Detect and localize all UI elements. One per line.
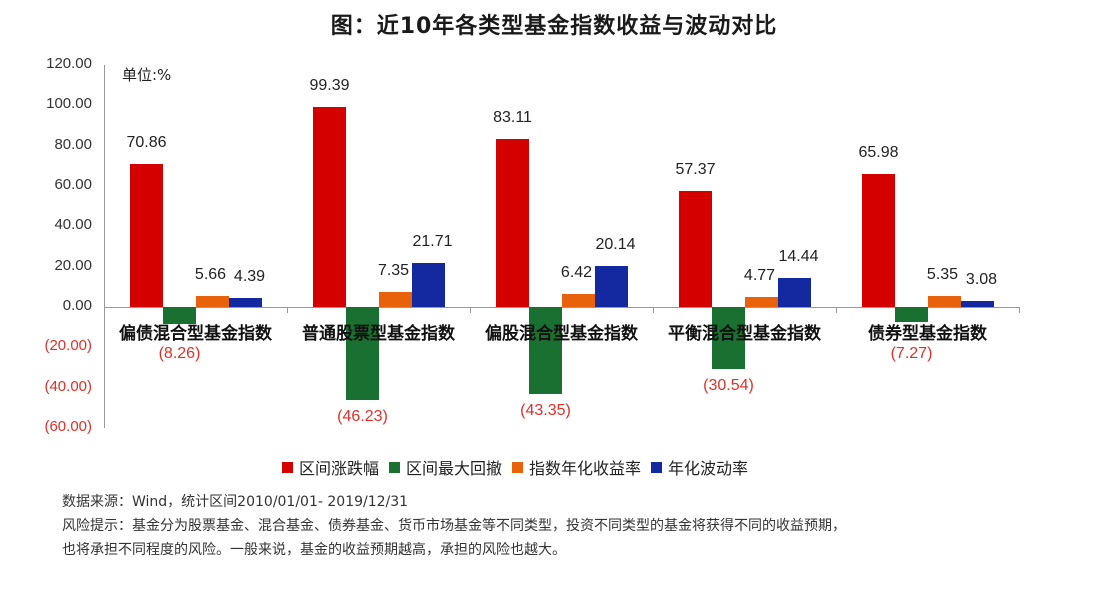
category-label: 平衡混合型基金指数	[668, 324, 821, 344]
bar-1-cat-3	[496, 139, 529, 307]
legend-item: 区间涨跌幅	[282, 455, 379, 479]
x-tick-mark	[1019, 307, 1020, 313]
bar-3-cat-4	[745, 297, 778, 307]
y-tick-label: 100.00	[46, 95, 92, 113]
data-label: (8.26)	[158, 345, 201, 362]
data-label: 5.35	[926, 266, 959, 284]
legend-swatch-icon	[282, 461, 293, 473]
legend-swatch-icon	[389, 461, 401, 473]
y-tick-label: (60.00)	[44, 418, 92, 435]
y-tick-label: 20.00	[54, 256, 92, 274]
legend-swatch-icon	[512, 461, 524, 473]
bar-3-cat-1	[196, 295, 229, 307]
category-label: 偏债混合型基金指数	[119, 324, 272, 344]
bar-2-cat-4	[712, 307, 745, 369]
data-source-note: 数据来源：Wind，统计区间2010/01/01- 2019/12/31	[62, 494, 409, 510]
y-tick-label: 80.00	[54, 135, 92, 153]
data-label: 3.08	[965, 270, 998, 288]
x-tick-mark	[836, 307, 837, 313]
x-tick-mark	[653, 307, 654, 313]
y-tick-label: 60.00	[54, 176, 92, 193]
bar-2-cat-5	[895, 307, 928, 322]
y-tick-label: (20.00)	[44, 337, 92, 355]
data-label: (46.23)	[337, 408, 388, 426]
bar-4-cat-2	[412, 263, 445, 307]
chart-title: 图：近10年各类型基金指数收益与波动对比	[330, 14, 778, 39]
data-label: 14.44	[778, 247, 819, 265]
data-label: 57.37	[675, 161, 716, 179]
legend-label: 区间最大回撤	[406, 459, 503, 478]
legend-swatch-icon	[651, 461, 663, 473]
data-label: 6.42	[560, 264, 593, 282]
category-label: 债券型基金指数	[868, 324, 987, 344]
data-label: 65.98	[858, 143, 899, 161]
x-tick-mark	[470, 307, 471, 313]
data-label: 70.86	[126, 134, 167, 152]
bar-4-cat-3	[595, 266, 628, 307]
data-label: 4.39	[233, 268, 266, 286]
data-label: 21.71	[412, 233, 453, 251]
unit-label: 单位:%	[122, 66, 172, 84]
bar-3-cat-2	[379, 292, 412, 307]
legend-label: 指数年化收益率	[529, 459, 642, 478]
bar-3-cat-3	[562, 294, 595, 307]
y-axis	[104, 65, 105, 428]
bar-3-cat-5	[928, 296, 961, 307]
data-label: (7.27)	[890, 345, 933, 362]
x-tick-mark	[287, 307, 288, 313]
category-label: 偏股混合型基金指数	[485, 324, 638, 344]
bar-1-cat-4	[679, 191, 712, 307]
legend-label: 年化波动率	[668, 459, 749, 478]
data-label: 83.11	[493, 109, 532, 127]
y-tick-label: 0.00	[62, 297, 92, 314]
y-tick-label: (40.00)	[44, 377, 92, 395]
bar-1-cat-5	[862, 173, 895, 307]
legend-item: 区间最大回撤	[389, 455, 502, 479]
footer-notes: 数据来源：Wind，统计区间2010/01/01- 2019/12/31 风险提…	[62, 490, 846, 562]
bar-4-cat-5	[961, 300, 994, 307]
y-tick-label: 40.00	[54, 216, 92, 234]
bar-4-cat-1	[229, 298, 262, 307]
data-label: 20.14	[595, 236, 636, 254]
data-label: (43.35)	[520, 402, 571, 420]
risk-note-line-2: 也将承担不同程度的风险。一般来说，基金的收益预期越高，承担的风险也越大。	[62, 542, 566, 558]
risk-note-line-1: 风险提示：基金分为股票基金、混合基金、债券基金、货币市场基金等不同类型，投资不同…	[62, 518, 846, 534]
data-label: 5.66	[194, 265, 227, 283]
data-label: 4.77	[743, 267, 776, 285]
y-tick-label: 120.00	[46, 55, 92, 72]
data-label: (30.54)	[703, 376, 754, 394]
bar-1-cat-2	[313, 106, 346, 307]
x-axis	[104, 307, 1020, 308]
legend-item: 年化波动率	[651, 455, 748, 479]
legend-item: 指数年化收益率	[512, 455, 641, 479]
bar-2-cat-3	[529, 307, 562, 395]
data-label: 99.39	[309, 76, 350, 94]
legend-label: 区间涨跌幅	[299, 459, 380, 478]
bar-1-cat-1	[130, 164, 163, 307]
bar-2-cat-1	[163, 307, 196, 324]
bar-2-cat-2	[346, 307, 379, 401]
legend: 区间涨跌幅 区间最大回撤 指数年化收益率 年化波动率	[282, 455, 758, 479]
category-label: 普通股票型基金指数	[302, 324, 455, 344]
bar-4-cat-4	[778, 277, 811, 307]
data-label: 7.35	[377, 262, 410, 280]
